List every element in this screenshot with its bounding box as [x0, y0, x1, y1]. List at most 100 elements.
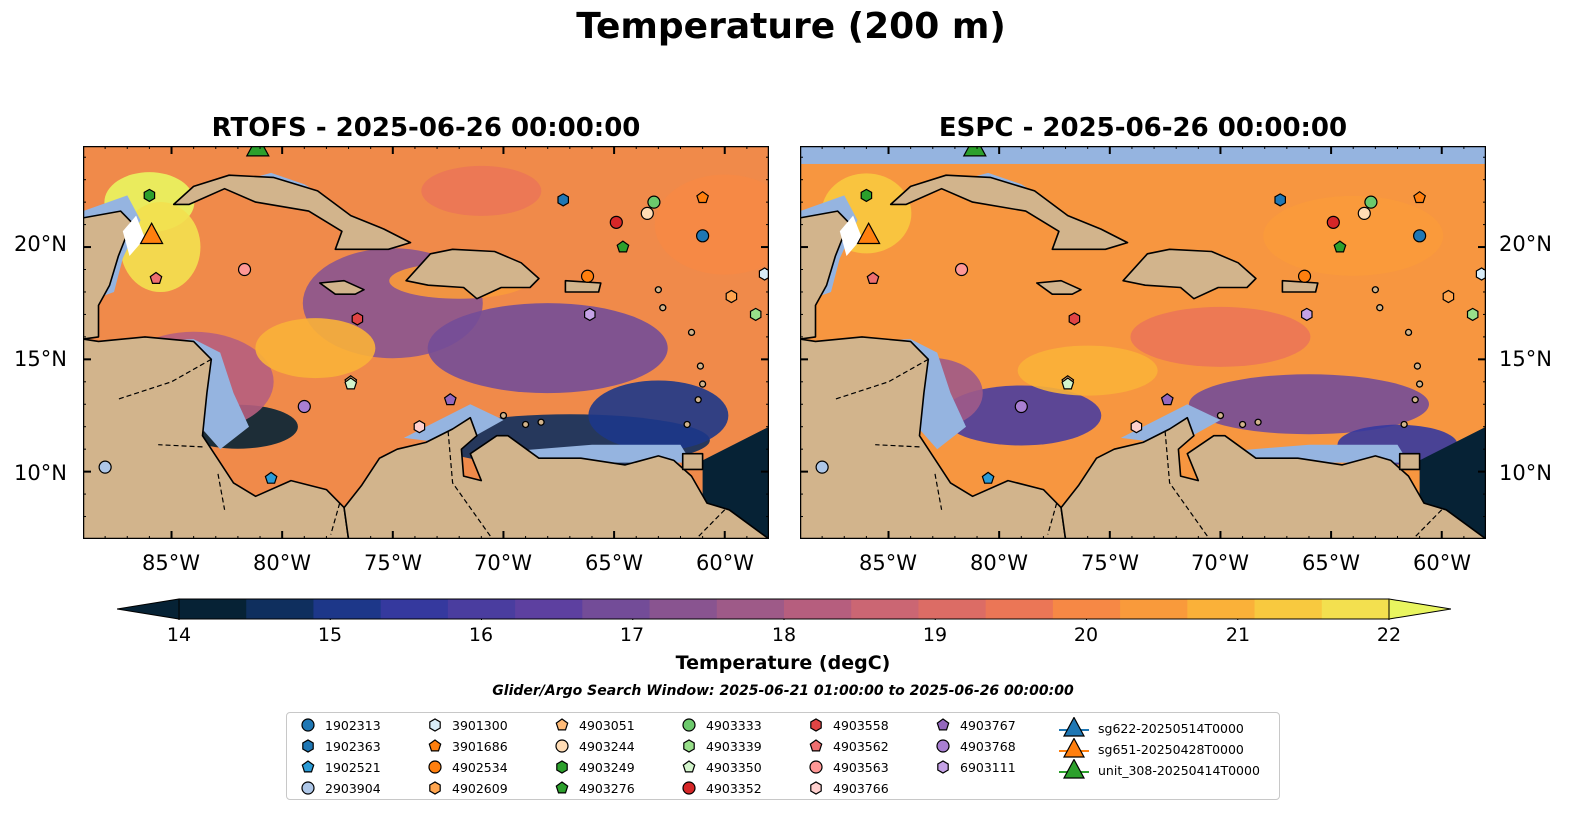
legend-label: 4903244	[579, 738, 635, 754]
legend-item: 4903768	[935, 738, 1016, 754]
lon-tick-label: 75°W	[1081, 551, 1139, 575]
legend-float-marker	[428, 739, 442, 752]
colorbar-tick-label: 19	[922, 624, 948, 646]
float-marker-4903352	[1326, 215, 1340, 229]
legend-float-marker	[810, 781, 822, 795]
lon-tick-label: 85°W	[859, 551, 917, 575]
legend-item: 4903766	[808, 780, 889, 796]
colorbar-tick-label: 21	[1225, 624, 1251, 646]
legend-marker-pentagon	[682, 760, 696, 773]
float-marker-2903904	[98, 460, 112, 474]
legend-marker-hexagon	[429, 718, 441, 732]
float-marker-6903111	[1301, 307, 1313, 322]
legend-label: sg651-20250428T0000	[1098, 741, 1244, 757]
legend-item: 1902363	[300, 738, 381, 754]
legend-marker-circle	[682, 781, 696, 795]
float-marker-4902609	[1442, 289, 1455, 304]
panel-title-espc: ESPC - 2025-06-26 00:00:00	[938, 113, 1348, 143]
legend-float-marker	[301, 781, 315, 795]
legend-marker-hexagon	[810, 718, 822, 732]
legend-label: 3901300	[452, 717, 508, 733]
legend-marker-hexagon	[429, 781, 441, 795]
legend-item: 3901686	[427, 738, 508, 754]
land-jamaica	[319, 279, 365, 295]
legend-item: 6903111	[935, 759, 1016, 775]
map-panel-espc	[800, 146, 1486, 539]
legend-float-marker	[302, 739, 314, 753]
legend-marker-circle	[555, 739, 569, 753]
legend-label: 2903904	[325, 780, 381, 796]
land-cuba	[172, 174, 412, 251]
legend-float-marker	[682, 781, 696, 795]
legend-marker-triangle	[1059, 738, 1089, 758]
legend-item: unit_308-20250414T0000	[1059, 759, 1260, 781]
legend-marker-hexagon	[810, 781, 822, 795]
legend-marker-hexagon	[302, 739, 314, 753]
legend-item: 4903244	[554, 738, 635, 754]
legend-marker-pentagon	[809, 739, 823, 752]
legend-label: 4903333	[706, 717, 762, 733]
colorbar-tick-label: 18	[771, 624, 797, 646]
legend-item: 3901300	[427, 717, 508, 733]
legend-marker-circle	[301, 718, 315, 732]
legend-item: 4903563	[808, 759, 889, 775]
legend-glider-marker	[1062, 738, 1086, 758]
float-marker-4903276	[1333, 240, 1347, 253]
lon-tick-label: 80°W	[253, 551, 311, 575]
lon-tick-label: 70°W	[1191, 551, 1249, 575]
legend-label: 3901686	[452, 738, 508, 754]
float-marker-4903767	[443, 393, 457, 406]
float-marker-2903904	[815, 460, 829, 474]
legend-label: 4903276	[579, 780, 635, 796]
float-marker-3901686	[696, 190, 710, 204]
lat-tick-label: 20°N	[1499, 232, 1552, 256]
colorbar-tick-label: 22	[1376, 624, 1402, 646]
legend-label: 4903562	[833, 738, 889, 754]
float-marker-3901686	[1413, 190, 1427, 204]
float-marker-4903276	[616, 240, 630, 253]
float-marker-4903768	[297, 399, 311, 414]
legend-float-marker	[556, 760, 568, 774]
legend-item: 4903339	[681, 738, 762, 754]
legend-item: sg622-20250514T0000	[1059, 717, 1244, 739]
colorbar-title: Temperature (degC)	[675, 652, 891, 674]
legend-float-marker	[936, 739, 950, 753]
float-marker-4903350	[1061, 377, 1075, 390]
legend-label: 4902609	[452, 780, 508, 796]
legend-marker-pentagon	[301, 760, 315, 773]
float-marker-4903350	[344, 377, 358, 390]
float-marker-1902313	[696, 229, 710, 243]
legend-label: 4903768	[960, 738, 1016, 754]
legend-label: 4903051	[579, 717, 635, 733]
legend-label: unit_308-20250414T0000	[1098, 762, 1260, 778]
legend-item: sg651-20250428T0000	[1059, 738, 1244, 760]
land-hispaniola	[1122, 248, 1257, 300]
colorbar-tick-label: 16	[468, 624, 494, 646]
lat-tick-label: 15°N	[1499, 347, 1552, 371]
land-central-america	[83, 336, 350, 539]
legend-item: 4903352	[681, 780, 762, 796]
land-trinidad	[681, 452, 704, 471]
float-marker-4903558	[1068, 312, 1081, 326]
float-marker-4903558	[351, 312, 364, 326]
legend-item: 4902609	[427, 780, 508, 796]
land-puerto-rico	[564, 279, 602, 293]
land-south-america	[343, 416, 769, 539]
legend-marker-pentagon	[555, 781, 569, 794]
legend-float-marker	[683, 739, 695, 753]
float-marker-4903352	[609, 215, 623, 229]
float-marker-4903768	[1014, 399, 1028, 414]
float-marker-4902534	[1297, 269, 1312, 283]
legend-marker-circle	[301, 781, 315, 795]
float-marker-1902313	[1413, 229, 1427, 243]
legend-label: 4903350	[706, 759, 762, 775]
legend-float-marker	[429, 718, 441, 732]
legend-marker-circle	[809, 760, 823, 774]
legend-item: 4903276	[554, 780, 635, 796]
legend-marker-pentagon	[936, 718, 950, 731]
legend: 1902313 1902363 1902521 2903904 3901300 39016…	[286, 712, 1280, 800]
float-marker-4903563	[237, 262, 252, 277]
land-south-america	[1060, 416, 1486, 539]
legend-float-marker	[809, 739, 823, 752]
land-yucatan	[800, 210, 850, 340]
